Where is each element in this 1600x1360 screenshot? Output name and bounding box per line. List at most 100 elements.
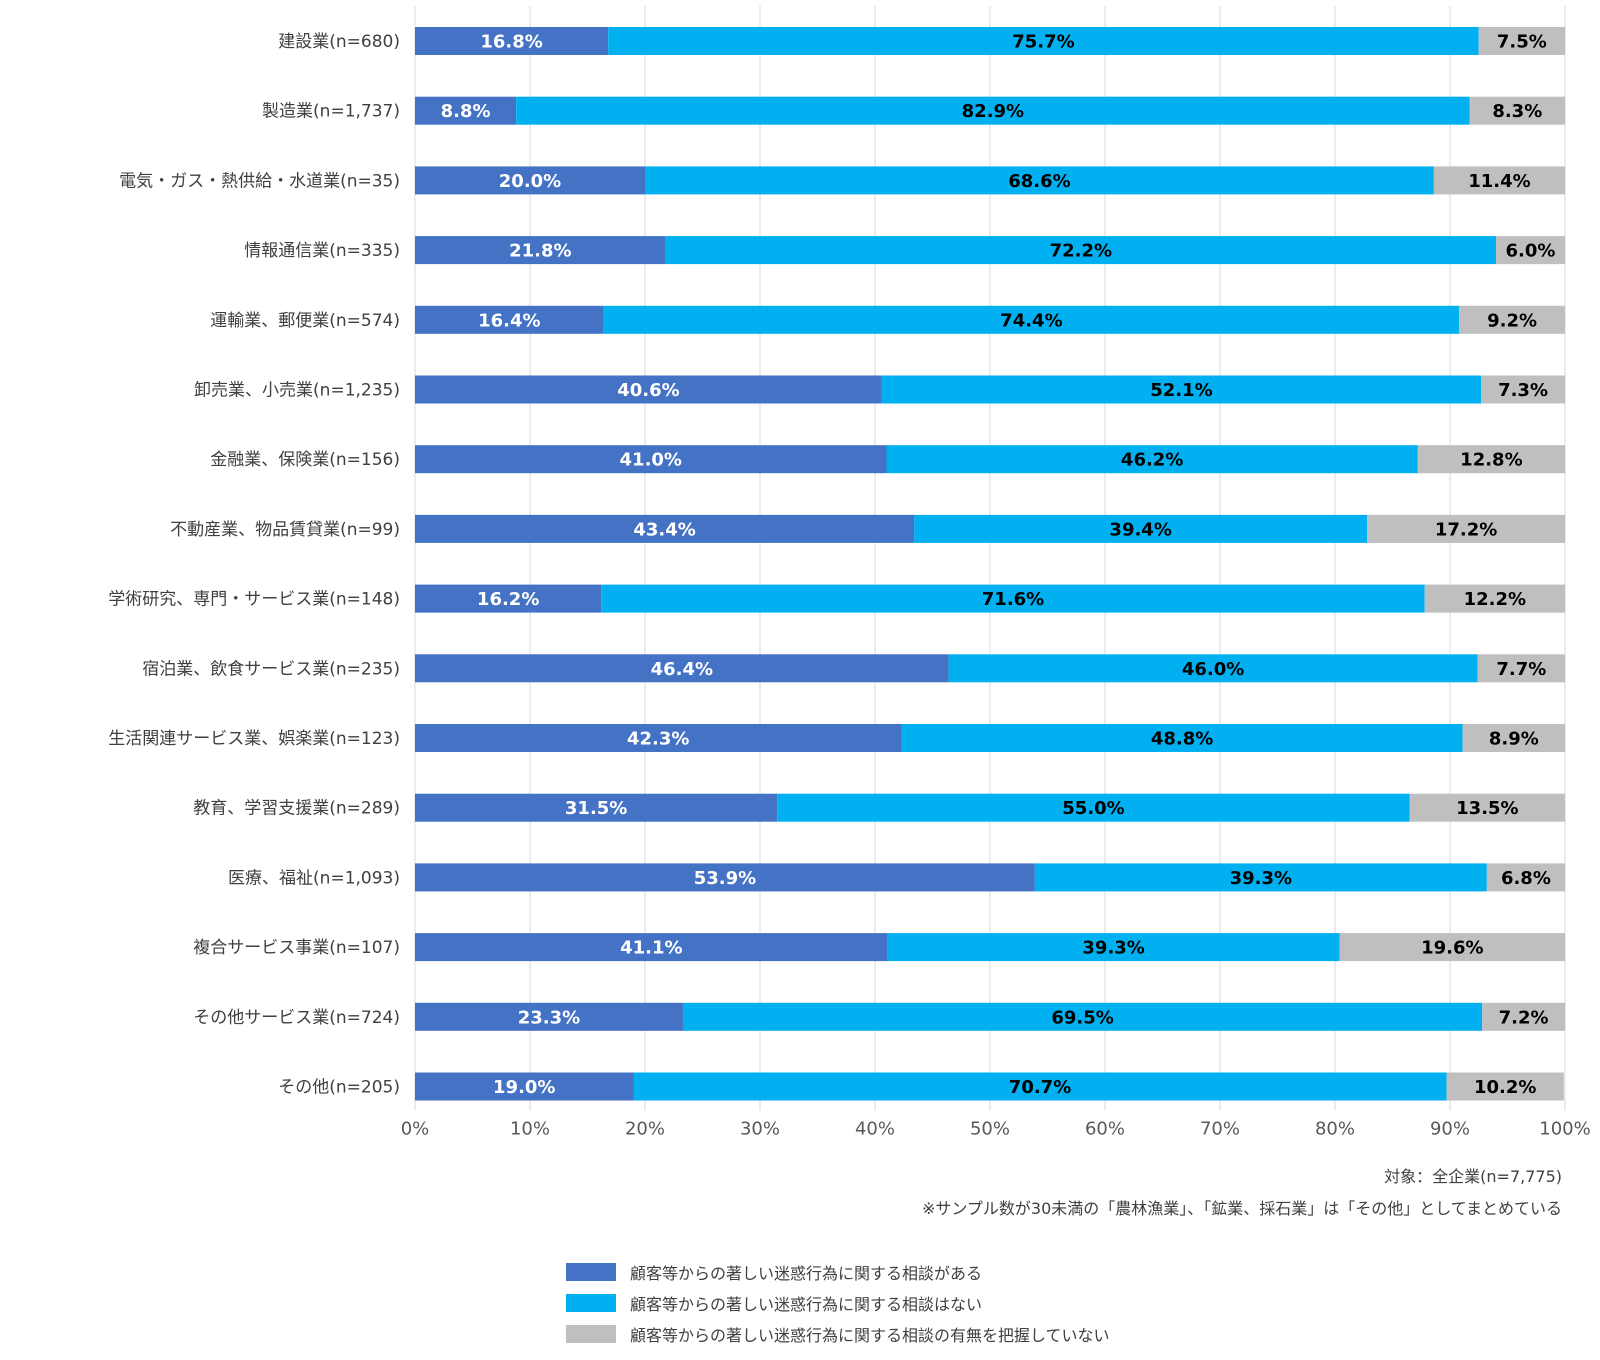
bar-segment [415,933,888,962]
bar-segment [1424,584,1565,613]
category-label: 教育、学習支援業(n=289) [193,799,400,819]
bar-segment [415,445,887,474]
bar-segment [948,654,1478,683]
category-label: その他サービス業(n=724) [193,1008,400,1028]
bar-segment [777,793,1410,822]
bar-segment [415,514,915,543]
bar-segment [1486,863,1565,892]
data-label: 39.3% [1082,938,1144,959]
category-label: 金融業、保険業(n=156) [210,450,400,470]
x-tick-label: 20% [625,1119,665,1140]
data-label: 12.2% [1464,589,1526,610]
category-label: 医療、福祉(n=1,093) [228,868,400,888]
legend-item-unknown: 顧客等からの著しい迷惑行為に関する相談の有無を把握していない [566,1318,1110,1349]
data-label: 53.9% [694,868,756,889]
data-label: 46.2% [1121,450,1183,471]
bar-segment [415,27,609,55]
data-label: 6.0% [1506,241,1556,262]
category-label: 生活関連サービス業、娯楽業(n=123) [108,729,400,749]
data-label: 46.0% [1182,659,1244,680]
bar-segment [415,863,1035,892]
category-label: 卸売業、小売業(n=1,235) [194,381,400,401]
data-label: 46.4% [651,659,713,680]
data-label: 16.4% [478,310,540,331]
bar-segment [1459,305,1565,334]
x-tick-label: 0% [401,1119,430,1140]
bar-segment [415,1002,683,1031]
bar-segment [1417,445,1565,474]
x-tick-label: 100% [1539,1119,1590,1140]
data-label: 74.4% [1000,310,1062,331]
x-tick-label: 70% [1200,1119,1240,1140]
data-label: 11.4% [1468,171,1530,192]
legend-swatch-unknown [566,1324,616,1343]
category-label: 建設業(n=680) [278,32,400,52]
data-label: 75.7% [1012,32,1074,53]
bar-segment [1339,933,1565,962]
chart-note-target: 対象：全企業(n=7,775) [1384,1167,1562,1186]
bar-segment [415,724,902,752]
bar-segment [682,1002,1483,1031]
data-label: 17.2% [1435,519,1497,540]
x-tick-label: 30% [740,1119,780,1140]
data-label: 7.2% [1499,1007,1549,1028]
x-tick-label: 50% [970,1119,1010,1140]
category-label: 複合サービス事業(n=107) [193,938,400,958]
stacked-bar-chart: 建設業(n=680) 16.8% 75.7% 7.5% 製造業(n=1,737) 8.8%… [108,6,1591,1140]
bar-segment [516,96,1470,125]
legend-swatch-not-consulted [566,1293,616,1312]
bar-segment [886,445,1418,474]
bar-segment [1469,96,1565,125]
legend-label-consulted: 顧客等からの著しい迷惑行為に関する相談がある [630,1263,983,1283]
data-label: 31.5% [565,798,627,819]
data-label: 13.5% [1456,798,1518,819]
bar-segment [1481,375,1565,404]
bar-segment [1409,793,1565,822]
category-label: 学術研究、専門・サービス業(n=148) [108,590,400,610]
data-label: 7.5% [1497,32,1547,53]
data-label: 8.8% [441,101,491,122]
data-label: 12.8% [1460,450,1522,471]
data-label: 41.0% [620,450,682,471]
bar-segment [415,96,517,125]
data-label: 7.7% [1496,659,1546,680]
legend-item-not-consulted: 顧客等からの著しい迷惑行為に関する相談はない [566,1287,1110,1318]
bar-segment [608,27,1479,55]
bar-segment [415,305,604,334]
category-label: 製造業(n=1,737) [262,102,400,122]
bar-segment [1482,1002,1565,1031]
bar-segment [415,1072,634,1101]
data-label: 8.9% [1489,729,1539,750]
bar-segment [887,933,1340,962]
data-label: 55.0% [1062,798,1124,819]
data-label: 19.0% [493,1077,555,1098]
category-label: 情報通信業(n=335) [244,241,400,261]
category-label: その他(n=205) [278,1078,400,1098]
data-label: 52.1% [1150,380,1212,401]
data-label: 43.4% [633,519,695,540]
bar-segment [645,166,1434,195]
data-label: 39.4% [1109,519,1171,540]
data-label: 40.6% [617,380,679,401]
bar-segment [601,584,1425,613]
x-tick-label: 90% [1430,1119,1470,1140]
legend-label-unknown: 顧客等からの著しい迷惑行為に関する相談の有無を把握していない [630,1325,1110,1345]
data-label: 7.3% [1498,380,1548,401]
bar-segment [1433,166,1565,195]
data-label: 9.2% [1487,310,1537,331]
legend-swatch-consulted [566,1262,616,1281]
bar-segment [633,1072,1447,1101]
data-label: 10.2% [1474,1077,1536,1098]
bar-segment [1034,863,1487,892]
bar-segment [1446,1072,1564,1101]
legend-label-not-consulted: 顧客等からの著しい迷惑行為に関する相談はない [630,1294,983,1314]
data-label: 39.3% [1230,868,1292,889]
chart-note-footnote: ※サンプル数が30未満の「農林漁業」、「鉱業、採石業」は「その他」としてまとめて… [921,1199,1562,1218]
data-label: 23.3% [518,1007,580,1028]
x-tick-label: 40% [855,1119,895,1140]
bar-segment [1462,724,1565,752]
data-label: 42.3% [627,729,689,750]
bar-segment [1478,27,1565,55]
x-tick-label: 80% [1315,1119,1355,1140]
data-label: 6.8% [1501,868,1551,889]
